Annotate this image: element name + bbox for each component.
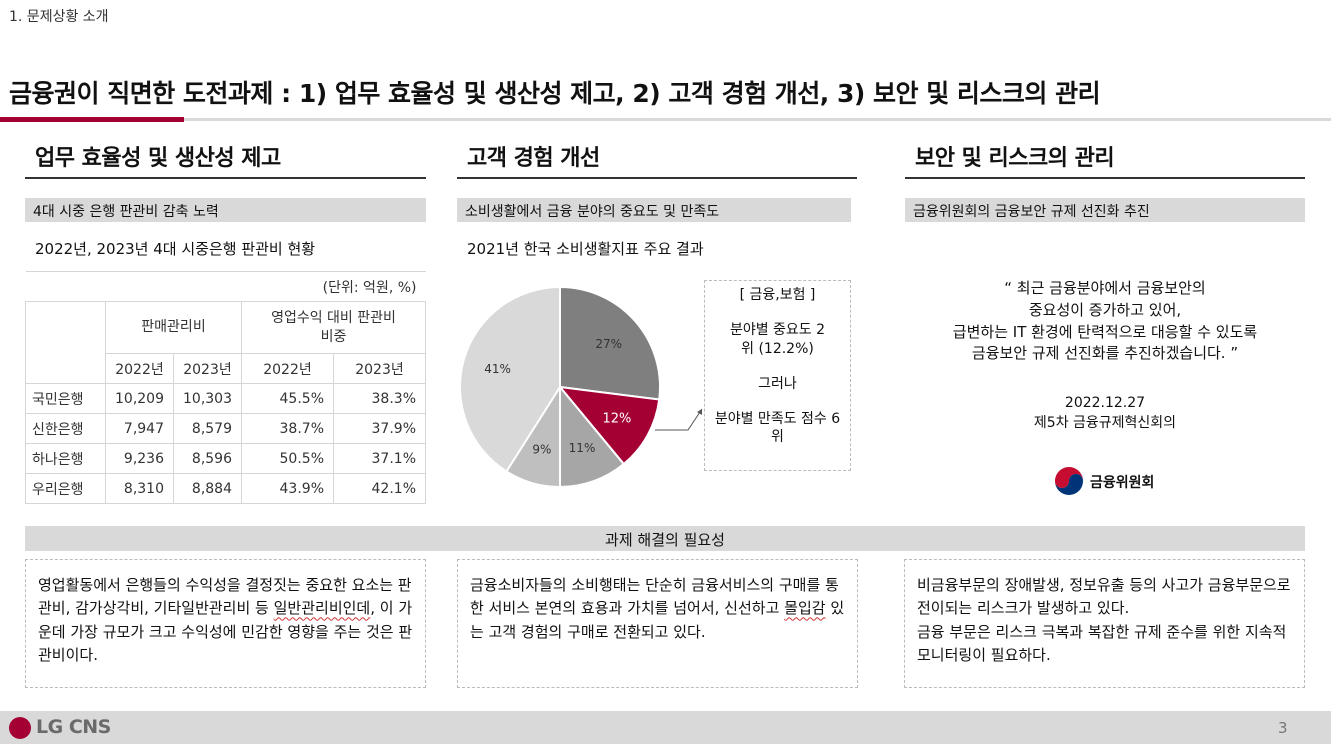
title-rule [184,118,1331,121]
col3-bar: 금융위원회의 금융보안 규제 선진화 추진 [905,198,1305,222]
sga-2022: 8,310 [105,473,174,504]
sga-2022: 10,209 [105,383,174,414]
need-bar: 과제 해결의 필요성 [25,526,1305,551]
need-text: 금융 부문은 리스크 극복과 복잡한 규제 준수를 위한 지속적 모니터링이 필… [917,622,1287,664]
bank-name: 국민은행 [25,383,106,414]
pie-slice [559,384,626,489]
table-row: 하나은행 9,236 8,596 50.5% 37.1% [25,443,426,474]
spellcheck-mark: 일반관리비인데 [273,599,371,618]
ratio-2023: 42.1% [333,473,426,504]
table-header-row: 판매관리비 영업수익 대비 판관비 비중 [25,301,426,384]
table-year: 2023년 [173,353,242,384]
need-text: 금융소비자들의 소비행태는 단순히 금융서비스의 구매를 통한 서비스 본연의 … [470,574,845,644]
callout-satisfaction: 분야별 만족도 점수 6위 [714,410,841,446]
bank-name: 우리은행 [25,473,106,504]
bank-name: 하나은행 [25,443,106,474]
fsc-quote: “ 최근 금융분야에서 금융보안의 중요성이 증가하고 있어, 급변하는 IT … [905,278,1305,365]
table-year: 2022년 [105,353,174,384]
col2-title: 고객 경험 개선 [467,146,600,171]
table-year: 2022년 [241,353,334,384]
bank-name: 신한은행 [25,413,106,444]
need-text: 영업활동에서 은행들의 수익성을 결정짓는 중요한 요소는 판관비, 감가상각비… [38,574,413,667]
table-row: 우리은행 8,310 8,884 43.9% 42.1% [25,473,426,504]
quote-line: 금융보안 규제 선진화를 추진하겠습니다. ” [971,344,1239,363]
pie-slice-label: 41% [484,362,511,376]
sga-2022: 9,236 [105,443,174,474]
need-text-part: 영업활동에서 은행들의 수익성을 결정짓는 중요한 요소는 판관비, 감가상각비… [38,576,412,618]
spellcheck-mark: 몰입감 [784,599,826,618]
col2-divider [457,177,857,179]
quote-line: 중요성이 증가하고 있어, [1028,300,1182,319]
title-rule-accent [0,117,184,122]
pie-slice [559,285,661,401]
col1-divider [25,177,426,179]
callout-box: [ 금융,보험 ] 분야별 중요도 2위 (12.2%) 그러나 분야별 만족도… [704,280,851,471]
need-text-part: , 이 가운데 가장 규모가 크고 수익성에 민감한 영향을 주는 것은 판관비… [38,599,413,664]
callout-category: [ 금융,보험 ] [739,287,816,303]
table-row: 국민은행 10,209 10,303 45.5% 38.3% [25,383,426,414]
ratio-2023: 37.9% [333,413,426,444]
fsc-logo-icon [1054,466,1084,496]
importance-pie-chart: 27% 12% 11% 9% 41% [459,285,661,489]
table-group-ratio: 영업수익 대비 판관비 비중 [241,301,426,354]
quote-line: 급변하는 IT 환경에 탄력적으로 대응할 수 있도록 [952,322,1258,341]
table-year: 2023년 [333,353,426,384]
sga-2022: 7,947 [105,413,174,444]
ratio-2022: 38.7% [241,413,334,444]
pie-slice-label: 12% [603,411,632,426]
footer [0,711,1331,744]
section-label: 1. 문제상황 소개 [9,9,109,25]
pie-slice [557,385,661,466]
sga-2023: 8,579 [173,413,242,444]
table-group-sga: 판매관리비 [105,301,242,354]
need-text-part: 금융소비자들의 소비행태는 단순히 금융서비스의 구매를 통한 서비스 본연의 … [470,576,839,618]
quote-line: “ 최근 금융분야에서 금융보안의 [1004,279,1206,297]
col1-subtitle: 2022년, 2023년 4대 시중은행 판관비 현황 [35,240,316,258]
quote-meeting: 제5차 금융규제혁신회의 [1033,415,1177,432]
lg-logo-icon [9,717,31,739]
need-text-part: 있는 고객 경험의 구매로 전환되고 있다. [470,599,845,641]
ratio-2022: 45.5% [241,383,334,414]
need-box-efficiency: 영업활동에서 은행들의 수익성을 결정짓는 중요한 요소는 판관비, 감가상각비… [25,559,426,688]
col1-bar: 4대 시중 은행 판관비 감축 노력 [25,198,426,222]
need-text: 비금융부문의 장애발생, 정보유출 등의 사고가 금융부문으로 전이되는 리스크… [917,576,1291,618]
ratio-2022: 43.9% [241,473,334,504]
table-year-row: 2022년 2023년 2022년 2023년 [26,353,426,384]
sga-table: (단위: 억원, %) 판매관리비 영업수익 대비 판관비 비중 2022년 2… [25,271,426,504]
callout-importance: 분야별 중요도 2위 (12.2%) [729,321,826,357]
ratio-2022: 50.5% [241,443,334,474]
page-title: 금융권이 직면한 도전과제 : 1) 업무 효율성 및 생산성 제고, 2) 고… [9,79,1101,108]
callout-however: 그러나 [758,375,797,392]
col2-bar: 소비생활에서 금융 분야의 중요도 및 만족도 [457,198,851,222]
sga-2023: 10,303 [173,383,242,414]
col2-subtitle: 2021년 한국 소비생활지표 주요 결과 [467,240,704,258]
quote-date: 2022.12.27 [1064,395,1146,411]
table-unit-row: (단위: 억원, %) [25,271,426,302]
table-row: 신한은행 7,947 8,579 38.7% 37.9% [25,413,426,444]
sga-2023: 8,596 [173,443,242,474]
ratio-2023: 37.1% [333,443,426,474]
col1-title: 업무 효율성 및 생산성 제고 [35,146,281,171]
pie-slice-label: 11% [569,441,596,455]
col3-title: 보안 및 리스크의 관리 [915,146,1115,171]
pie-slice [459,285,561,473]
sga-2023: 8,884 [173,473,242,504]
brand-name: LG CNS [36,716,111,738]
need-box-security: 비금융부문의 장애발생, 정보유출 등의 사고가 금융부문으로 전이되는 리스크… [904,559,1305,688]
quote-source: 2022.12.27 제5차 금융규제혁신회의 [905,393,1305,434]
table-unit: (단위: 억원, %) [25,271,426,302]
need-box-experience: 금융소비자들의 소비행태는 단순히 금융서비스의 구매를 통한 서비스 본연의 … [457,559,858,688]
callout-arrow [655,408,703,431]
table-corner [25,301,106,384]
pie-slice-label: 27% [595,337,622,351]
page-number: 3 [1278,719,1288,737]
ratio-2023: 38.3% [333,383,426,414]
col3-divider [905,177,1305,179]
fsc-name: 금융위원회 [1090,475,1155,491]
pie-slice-label: 9% [532,442,551,456]
